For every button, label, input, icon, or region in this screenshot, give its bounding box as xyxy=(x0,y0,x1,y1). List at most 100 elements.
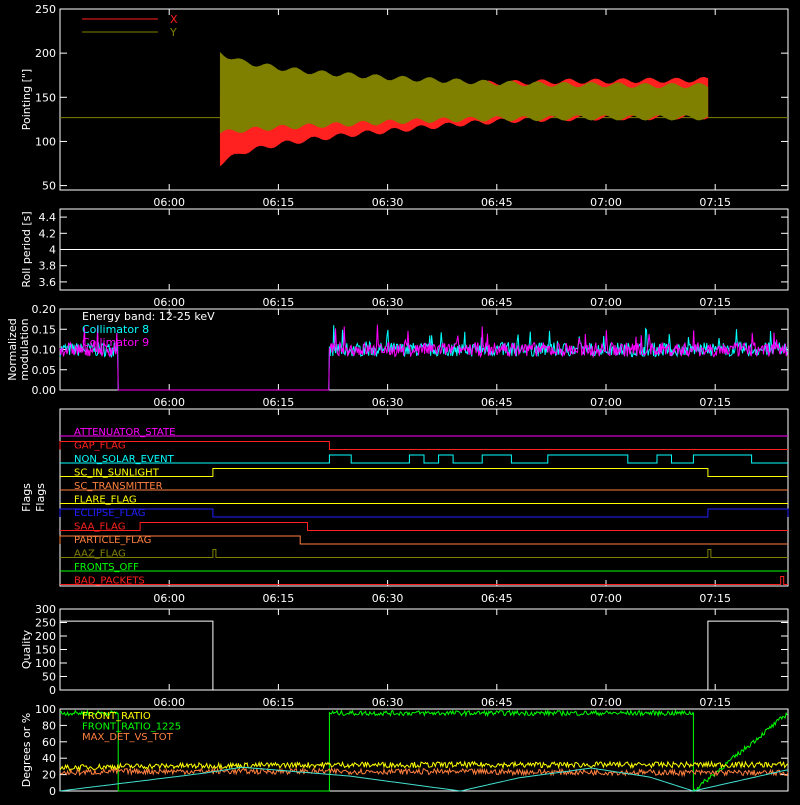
flag-label: GAP_FLAG xyxy=(74,441,126,452)
x-tick-label: 06:45 xyxy=(481,592,513,605)
panel-4: 06:00 06:15 06:30 06:45 07:00 07:150501001502… xyxy=(20,603,789,709)
y-axis-label: Flags xyxy=(34,483,47,512)
panel-1: 06:00 06:15 06:30 06:45 07:00 07:15 3.6 3.8 4 4.2… xyxy=(20,208,789,309)
y-tick-label: 4.2 xyxy=(39,227,57,240)
panel-2: 06:00 06:15 06:30 06:45 07:00 07:15 0.00 0.05 0.… xyxy=(6,303,789,409)
x-tick-label: 06:45 xyxy=(481,196,513,209)
y-tick-label: 150 xyxy=(35,91,56,104)
y-tick-label: 0 xyxy=(49,785,56,798)
legend-label: MAX_DET_VS_TOT xyxy=(82,732,174,743)
quality-line xyxy=(60,620,788,691)
x-tick-label: 07:15 xyxy=(699,296,731,309)
legend-label: FRONT_RATIO xyxy=(82,711,151,722)
y-tick-label: 0.10 xyxy=(32,344,57,357)
legend-label: Y xyxy=(169,26,177,39)
modulation-series-8 xyxy=(59,325,788,391)
flag-label: SC_IN_SUNLIGHT xyxy=(74,468,160,479)
legend-label: Collimator 9 xyxy=(82,336,149,349)
y-tick-label: 20 xyxy=(42,769,56,782)
flag-label: ECLIPSE_FLAG xyxy=(74,508,145,519)
x-tick-label: 06:15 xyxy=(263,296,295,309)
y-tick-label: 0.00 xyxy=(32,384,57,397)
flag-label: SAA_FLAG xyxy=(74,522,125,533)
y-tick-label: 40 xyxy=(42,752,56,765)
y-tick-label: 100 xyxy=(35,703,56,716)
flag-label: AAZ_FLAG xyxy=(74,549,126,560)
y-tick-label: 80 xyxy=(42,719,56,732)
y-tick-label: 100 xyxy=(35,657,56,670)
flag-line xyxy=(59,508,789,518)
series-FRONT_RATIO_1225 xyxy=(59,708,788,793)
y-tick-label: 250 xyxy=(35,617,56,630)
y-axis-label: Roll period [s] xyxy=(20,211,33,287)
x-tick-label: 06:15 xyxy=(263,196,295,209)
flag-label: BAD_PACKETS xyxy=(74,576,145,587)
x-tick-label: 07:15 xyxy=(699,696,731,709)
flag-line xyxy=(59,535,788,545)
flag-line xyxy=(60,454,788,464)
y-tick-label: 100 xyxy=(35,135,56,148)
y-tick-label: 200 xyxy=(35,47,56,60)
flag-line xyxy=(60,549,788,558)
x-tick-label: 06:00 xyxy=(153,592,185,605)
x-tick-label: 06:30 xyxy=(372,592,404,605)
y-tick-label: 3.6 xyxy=(39,276,57,289)
legend-label: Collimator 8 xyxy=(82,323,149,336)
x-tick-label: 06:45 xyxy=(481,696,513,709)
y-axis-label: Pointing ["] xyxy=(20,69,33,130)
y-axis-label: modulation xyxy=(18,318,31,380)
series-MAX_DET_VS_TOT xyxy=(59,766,789,778)
y-axis-label: Degrees or % xyxy=(20,713,33,787)
energy-band-annotation: Energy band: 12-25 keV xyxy=(82,310,215,323)
y-axis-label: Flags xyxy=(20,483,33,512)
x-tick-label: 07:00 xyxy=(590,396,622,409)
flag-line xyxy=(59,441,788,450)
angle-curve xyxy=(59,766,789,792)
y-tick-label: 50 xyxy=(42,180,56,193)
y-tick-label: 200 xyxy=(35,630,56,643)
series-FRONT_RATIO xyxy=(59,760,789,773)
x-tick-label: 06:00 xyxy=(153,396,185,409)
flag-line xyxy=(60,576,788,585)
x-tick-label: 06:30 xyxy=(372,696,404,709)
x-tick-label: 06:15 xyxy=(263,592,295,605)
x-tick-label: 06:30 xyxy=(372,396,404,409)
x-tick-label: 06:15 xyxy=(263,396,295,409)
y-tick-label: 300 xyxy=(35,603,56,616)
y-axis-label: Normalized xyxy=(6,318,19,380)
y-tick-label: 50 xyxy=(42,671,56,684)
series-band-Y xyxy=(219,51,709,134)
legend-label: FRONT_RATIO_1225 xyxy=(82,722,181,733)
x-tick-label: 07:15 xyxy=(699,592,731,605)
y-tick-label: 4 xyxy=(49,244,56,257)
flag-line xyxy=(60,468,788,477)
x-tick-label: 07:00 xyxy=(590,196,622,209)
x-tick-label: 06:15 xyxy=(263,696,295,709)
x-tick-label: 06:30 xyxy=(372,196,404,209)
y-tick-label: 0.20 xyxy=(32,303,57,316)
flag-label: FLARE_FLAG xyxy=(74,495,137,506)
y-tick-label: 60 xyxy=(42,736,56,749)
x-tick-label: 07:00 xyxy=(590,592,622,605)
legend-label: X xyxy=(170,13,178,26)
x-tick-label: 06:00 xyxy=(153,196,185,209)
flag-label: PARTICLE_FLAG xyxy=(74,535,151,546)
flag-label: FRONTS_OFF xyxy=(74,562,139,573)
x-tick-label: 06:30 xyxy=(372,296,404,309)
x-tick-label: 07:00 xyxy=(590,696,622,709)
y-tick-label: 0 xyxy=(49,684,56,697)
flag-label: NON_SOLAR_EVENT xyxy=(74,454,175,465)
x-tick-label: 06:45 xyxy=(481,296,513,309)
flag-label: ATTENUATOR_STATE xyxy=(74,427,175,438)
y-tick-label: 4.4 xyxy=(39,211,57,224)
panel-3: 06:00 06:15 06:30 06:45 07:00 07:15 Flags Flags… xyxy=(20,408,789,605)
x-tick-label: 06:00 xyxy=(153,296,185,309)
x-tick-label: 07:00 xyxy=(590,296,622,309)
y-tick-label: 0.15 xyxy=(32,323,57,336)
x-tick-label: 07:15 xyxy=(699,196,731,209)
y-tick-label: 150 xyxy=(35,644,56,657)
panel-frame xyxy=(59,708,789,792)
